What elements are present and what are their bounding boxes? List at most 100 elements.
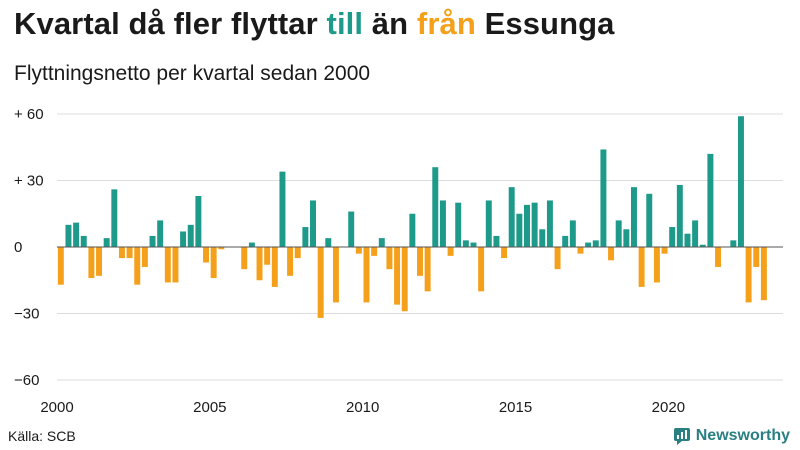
bar-q33 xyxy=(302,227,309,247)
bar-q65 xyxy=(546,200,553,247)
newsworthy-icon xyxy=(673,428,690,445)
y-tick-label: −60 xyxy=(14,372,39,389)
bar-q15 xyxy=(164,247,171,283)
bar-q6 xyxy=(96,247,103,276)
bar-q25 xyxy=(241,247,248,270)
bar-q32 xyxy=(294,247,301,259)
bar-q53 xyxy=(455,202,462,247)
bar-q61 xyxy=(516,213,523,247)
bar-q20 xyxy=(203,247,209,263)
bar-q18 xyxy=(187,224,194,247)
bar-q12 xyxy=(141,247,148,267)
bar-q8 xyxy=(111,189,118,247)
newsworthy-logo: Newsworthy xyxy=(673,427,790,445)
title-part-2: än xyxy=(363,6,417,41)
bar-q21 xyxy=(210,247,217,279)
bar-q58 xyxy=(493,235,500,247)
y-tick-label: + 30 xyxy=(14,173,44,190)
bar-q40 xyxy=(355,247,362,254)
bar-q89 xyxy=(730,240,737,247)
bar-q59 xyxy=(501,247,508,259)
title-fran: från xyxy=(416,6,476,41)
bar-q37 xyxy=(332,247,339,303)
bar-q29 xyxy=(271,247,278,287)
bar-q57 xyxy=(485,200,492,247)
bar-q91 xyxy=(745,247,752,303)
bar-q16 xyxy=(172,247,179,283)
x-tick-label: 2020 xyxy=(652,399,685,416)
bar-q70 xyxy=(585,242,592,247)
bar-q22 xyxy=(218,247,225,250)
x-tick-label: 2005 xyxy=(193,399,226,416)
bar-q76 xyxy=(631,187,637,247)
bar-q49 xyxy=(424,247,431,292)
bar-q90 xyxy=(737,116,744,247)
y-tick-label: −30 xyxy=(14,306,39,323)
source-note: Källa: SCB xyxy=(8,428,76,444)
bar-q62 xyxy=(524,204,530,247)
x-tick-labels: 2000 2005 2010 2015 2020 xyxy=(40,399,685,416)
bar-q72 xyxy=(600,149,607,247)
grid-layer xyxy=(57,113,783,381)
bar-q87 xyxy=(715,247,722,267)
bar-q82 xyxy=(676,184,683,247)
bar-q75 xyxy=(623,229,630,247)
bar-q85 xyxy=(699,244,706,247)
bar-q42 xyxy=(371,247,378,256)
y-tick-label: + 60 xyxy=(14,106,44,123)
bar-q14 xyxy=(157,220,164,247)
bar-q73 xyxy=(608,247,615,261)
x-tick-label: 2015 xyxy=(499,399,532,416)
bar-q64 xyxy=(539,229,546,247)
bar-q43 xyxy=(378,238,385,247)
bar-q13 xyxy=(149,235,156,247)
bar-q78 xyxy=(646,193,653,247)
bar-q19 xyxy=(195,196,202,247)
bar-q81 xyxy=(669,227,676,247)
bar-q55 xyxy=(470,242,477,247)
title-part-3: Essunga xyxy=(475,6,615,41)
bar-q39 xyxy=(348,211,355,247)
bar-q41 xyxy=(363,247,370,303)
bar-q17 xyxy=(180,231,187,247)
bar-q30 xyxy=(279,171,286,247)
y-tick-labels: + 60 + 30 0 −30 −60 xyxy=(14,106,44,389)
bar-q47 xyxy=(409,213,416,247)
bar-q63 xyxy=(531,202,538,247)
bar-q77 xyxy=(638,247,645,287)
chart-title: Kvartal då fler flyttar till än från Ess… xyxy=(14,6,614,42)
x-tick-label: 2010 xyxy=(346,399,379,416)
bar-q44 xyxy=(386,247,393,270)
bar-q51 xyxy=(439,200,446,247)
bar-q35 xyxy=(317,247,324,318)
bar-q5 xyxy=(88,247,95,279)
bar-q28 xyxy=(264,247,271,265)
title-till: till xyxy=(326,6,364,41)
bar-q54 xyxy=(462,240,469,247)
bars xyxy=(57,116,767,318)
bar-q26 xyxy=(248,242,255,247)
bar-q56 xyxy=(478,247,485,292)
bar-q80 xyxy=(661,247,668,254)
bar-q9 xyxy=(118,247,125,259)
bar-q66 xyxy=(554,247,561,270)
bar-q45 xyxy=(394,247,401,305)
bar-q68 xyxy=(569,220,576,247)
y-tick-label: 0 xyxy=(14,239,22,256)
title-part-1: Kvartal då fler flyttar xyxy=(14,6,327,41)
bar-q69 xyxy=(577,247,584,254)
bar-q92 xyxy=(753,247,760,267)
bar-q71 xyxy=(592,240,599,247)
bar-q10 xyxy=(126,247,133,259)
bar-q60 xyxy=(508,187,515,247)
bar-q84 xyxy=(692,220,699,247)
bar-q52 xyxy=(447,247,454,256)
bar-q79 xyxy=(653,247,660,283)
bar-q93 xyxy=(760,247,767,301)
bar-q31 xyxy=(287,247,294,276)
bar-q50 xyxy=(432,167,439,247)
bar-q27 xyxy=(256,247,263,281)
bar-q83 xyxy=(684,233,691,247)
bar-q2 xyxy=(65,224,72,247)
